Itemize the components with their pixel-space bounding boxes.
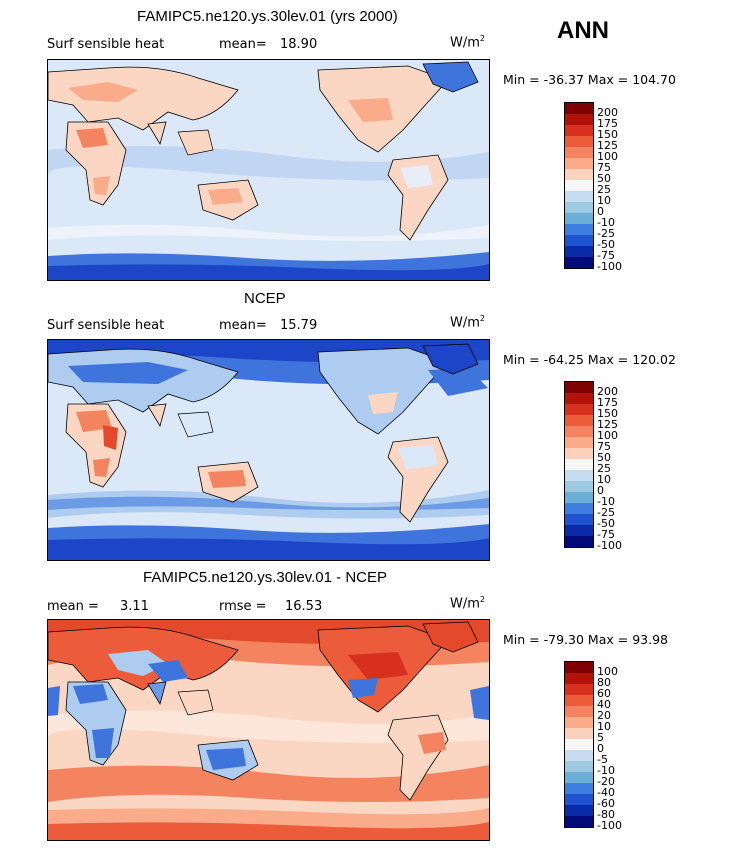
panel3-mean-value: 3.11 — [120, 599, 149, 614]
cbar3-label: -100 — [597, 819, 622, 832]
cbar1-label: -75 — [597, 249, 615, 262]
cbar1-label: -10 — [597, 216, 615, 229]
panel2-units: W/m2 — [450, 314, 485, 331]
cbar3-label: 80 — [597, 676, 611, 689]
cbar2-label: 200 — [597, 385, 618, 398]
cbar1-label: 10 — [597, 194, 611, 207]
cbar2-label: -100 — [597, 539, 622, 552]
panel1-map — [47, 59, 490, 281]
cbar3-label: 40 — [597, 698, 611, 711]
panel1-mean-value: 18.90 — [280, 37, 318, 52]
cbar1-label: 0 — [597, 205, 604, 218]
cbar2-label: 0 — [597, 484, 604, 497]
panel1-mean-label: mean= — [219, 37, 267, 52]
cbar1-label: -50 — [597, 238, 615, 251]
cbar3-label: 10 — [597, 720, 611, 733]
cbar2-label: -25 — [597, 506, 615, 519]
cbar1-label: 200 — [597, 106, 618, 119]
panel2-variable: Surf sensible heat — [47, 318, 165, 333]
panel1-units: W/m2 — [450, 34, 485, 51]
cbar3-label: 5 — [597, 731, 604, 744]
cbar1-label: 125 — [597, 139, 618, 152]
cbar2-label: -10 — [597, 495, 615, 508]
panel3-colorbar — [564, 661, 594, 828]
cbar3-label: -40 — [597, 786, 615, 799]
cbar1-label: 75 — [597, 161, 611, 174]
cbar3-label: -20 — [597, 775, 615, 788]
panel2-minmax: Min = -64.25 Max = 120.02 — [503, 352, 676, 367]
cbar3-label: 20 — [597, 709, 611, 722]
season-label: ANN — [557, 17, 609, 44]
panel1-colorbar — [564, 102, 594, 269]
panel3-minmax: Min = -79.30 Max = 93.98 — [503, 632, 668, 647]
cbar2-label: -75 — [597, 528, 615, 541]
cbar1-label: 150 — [597, 128, 618, 141]
cbar2-label: -50 — [597, 517, 615, 530]
cbar3-label: -5 — [597, 753, 608, 766]
panel3-mean-label: mean = — [47, 599, 99, 614]
cbar1-label: -100 — [597, 260, 622, 273]
panel1-minmax: Min = -36.37 Max = 104.70 — [503, 72, 676, 87]
cbar2-label: 150 — [597, 407, 618, 420]
panel3-map — [47, 619, 490, 841]
panel3-rmse-value: 16.53 — [285, 599, 323, 614]
panel2-mean-label: mean= — [219, 318, 267, 333]
cbar3-label: 0 — [597, 742, 604, 755]
cbar1-label: -25 — [597, 227, 615, 240]
cbar2-label: 50 — [597, 451, 611, 464]
cbar1-label: 175 — [597, 117, 618, 130]
panel1-variable: Surf sensible heat — [47, 37, 165, 52]
panel1-title: FAMIPC5.ne120.ys.30lev.01 (yrs 2000) — [137, 8, 398, 25]
panel2-map — [47, 339, 490, 561]
cbar1-label: 50 — [597, 172, 611, 185]
panel3-title: FAMIPC5.ne120.ys.30lev.01 - NCEP — [143, 569, 387, 586]
cbar3-label: -60 — [597, 797, 615, 810]
panel2-title: NCEP — [244, 290, 286, 307]
panel2-colorbar — [564, 381, 594, 548]
cbar3-label: 100 — [597, 665, 618, 678]
cbar2-label: 10 — [597, 473, 611, 486]
cbar3-label: 60 — [597, 687, 611, 700]
panel3-rmse-label: rmse = — [219, 599, 267, 614]
cbar3-label: -80 — [597, 808, 615, 821]
cbar2-label: 125 — [597, 418, 618, 431]
panel3-units: W/m2 — [450, 595, 485, 612]
cbar1-label: 25 — [597, 183, 611, 196]
cbar1-label: 100 — [597, 150, 618, 163]
cbar2-label: 175 — [597, 396, 618, 409]
cbar3-label: -10 — [597, 764, 615, 777]
cbar2-label: 75 — [597, 440, 611, 453]
cbar2-label: 25 — [597, 462, 611, 475]
cbar2-label: 100 — [597, 429, 618, 442]
panel2-mean-value: 15.79 — [280, 318, 318, 333]
